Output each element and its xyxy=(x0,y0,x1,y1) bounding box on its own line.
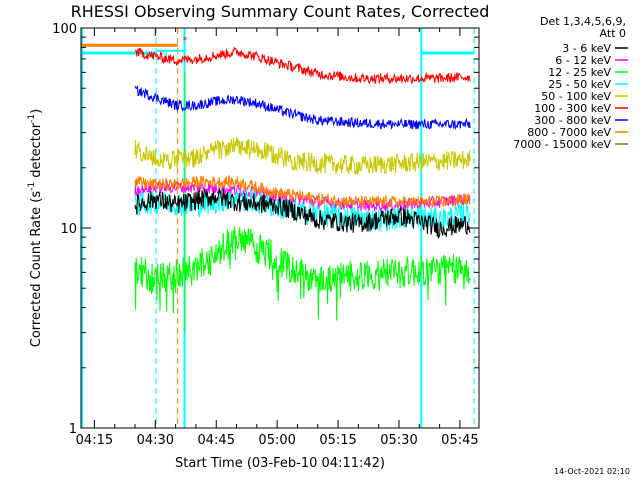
y-axis-label-sup2: -1 xyxy=(27,114,37,123)
legend-label: 7000 - 15000 keV xyxy=(513,138,611,151)
flag-label: N xyxy=(161,49,168,60)
onset-marker: * xyxy=(183,36,188,46)
x-tick-label: 05:15 xyxy=(319,433,356,448)
legend-label: 50 - 100 keV xyxy=(541,90,611,103)
legend-label: 12 - 25 keV xyxy=(548,66,611,79)
y-axis-label-main: Corrected Count Rate (s xyxy=(29,191,44,348)
legend-header-1: Det 1,3,4,5,6,9, xyxy=(540,15,626,28)
series-line-5 xyxy=(134,46,471,85)
legend-label: 25 - 50 keV xyxy=(548,78,611,91)
legend-label: 3 - 6 keV xyxy=(562,42,611,55)
legend-label: 300 - 800 keV xyxy=(534,114,611,127)
legend-label: 100 - 300 keV xyxy=(534,102,611,115)
x-tick-label: 05:00 xyxy=(258,433,295,448)
x-tick-label: 05:45 xyxy=(441,433,478,448)
plot-area: N xyxy=(81,28,475,428)
x-tick-label: 04:30 xyxy=(137,433,174,448)
y-tick-label: 100 xyxy=(52,22,77,37)
x-tick-label: 04:15 xyxy=(76,433,113,448)
y-tick-label: 10 xyxy=(60,222,77,237)
legend-label: 800 - 7000 keV xyxy=(527,126,611,139)
series-line-7 xyxy=(134,175,471,210)
series-line-6 xyxy=(134,85,471,131)
y-axis-label-mid: detector xyxy=(29,122,44,182)
series-line-2 xyxy=(134,226,471,321)
series-layer: * xyxy=(134,36,471,321)
y-axis-label-sup1: -1 xyxy=(27,182,37,191)
y-axis-label-end: ) xyxy=(29,109,44,114)
chart-title: RHESSI Observing Summary Count Rates, Co… xyxy=(71,2,490,21)
series-line-0 xyxy=(134,187,471,240)
x-tick-label: 04:45 xyxy=(198,433,235,448)
x-axis-label: Start Time (03-Feb-10 04:11:42) xyxy=(175,456,385,471)
legend-label: 6 - 12 keV xyxy=(555,54,611,67)
series-line-4 xyxy=(134,137,471,175)
y-axis-ticks: 1 10 100 xyxy=(52,22,479,437)
legend-header-2: Att 0 xyxy=(600,27,626,40)
timestamp: 14-Oct-2021 02:10 xyxy=(554,467,630,476)
y-tick-label: 1 xyxy=(69,422,77,437)
x-tick-label: 05:30 xyxy=(380,433,417,448)
y-axis-label: Corrected Count Rate (s-1 detector-1) xyxy=(27,109,44,347)
x-axis-ticks: 04:15 04:30 04:45 05:00 05:15 05:30 05:45 xyxy=(76,28,479,448)
